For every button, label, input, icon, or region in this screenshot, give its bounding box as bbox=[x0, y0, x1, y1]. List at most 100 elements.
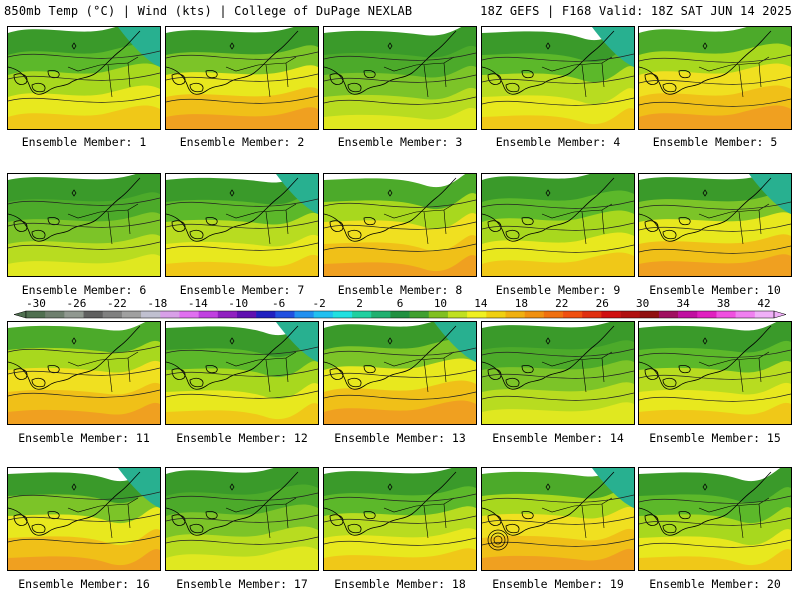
ensemble-member-label: Ensemble Member: 10 bbox=[649, 283, 781, 297]
valid-time: 18Z GEFS | F168 Valid: 18Z SAT JUN 14 20… bbox=[480, 4, 792, 18]
great-lakes bbox=[329, 511, 376, 534]
colorbar-segment bbox=[371, 311, 391, 318]
ensemble-member-label: Ensemble Member: 14 bbox=[492, 431, 624, 445]
colorbar-segment bbox=[678, 311, 698, 318]
colorbar-segment bbox=[658, 311, 679, 318]
isotherm-contour bbox=[639, 223, 791, 232]
station-diamond-icon bbox=[702, 189, 708, 197]
cool-patch bbox=[592, 27, 634, 67]
temperature-band bbox=[324, 107, 476, 129]
coastline bbox=[8, 325, 141, 390]
cool-patch bbox=[592, 468, 634, 508]
ensemble-member-label: Ensemble Member: 12 bbox=[176, 431, 308, 445]
isotherm-contour bbox=[324, 515, 476, 524]
colorbar-segment bbox=[620, 311, 641, 318]
coastline bbox=[324, 30, 457, 95]
ensemble-map-panel bbox=[481, 467, 635, 571]
isotherm-contour bbox=[482, 200, 634, 209]
temperature-map bbox=[166, 27, 318, 129]
colorbar-segment bbox=[141, 311, 161, 318]
isotherm-contour bbox=[482, 392, 634, 401]
colorbar-tick-label: 14 bbox=[474, 297, 488, 310]
ensemble-map-panel bbox=[481, 321, 635, 425]
state-borders bbox=[541, 351, 613, 393]
state-borders bbox=[541, 56, 613, 98]
isotherm-contour bbox=[324, 74, 476, 83]
colorbar-outline bbox=[25, 310, 775, 319]
ensemble-member-label: Ensemble Member: 1 bbox=[21, 135, 147, 149]
state-borders bbox=[698, 351, 770, 393]
colorbar-tick-label: -30 bbox=[26, 297, 46, 310]
ensemble-map-panel bbox=[165, 467, 319, 571]
temperature-band bbox=[166, 254, 318, 276]
ensemble-member-label: Ensemble Member: 18 bbox=[334, 577, 466, 591]
station-diamond-icon bbox=[71, 483, 77, 491]
colorbar-segment bbox=[505, 311, 525, 318]
ensemble-map-panel bbox=[7, 467, 161, 571]
colorbar-segment bbox=[275, 311, 295, 318]
isotherm-contour bbox=[8, 72, 160, 81]
ensemble-map-panel bbox=[638, 26, 792, 130]
temperature-band bbox=[482, 548, 634, 570]
colorbar-segment bbox=[639, 311, 660, 318]
colorbar-tick-label: -6 bbox=[272, 297, 285, 310]
isotherm-contour bbox=[166, 95, 318, 104]
coastline bbox=[8, 30, 141, 95]
colorbar-right-arrow bbox=[773, 310, 787, 319]
colorbar-segment bbox=[26, 311, 46, 318]
ensemble-member-label: Ensemble Member: 15 bbox=[649, 431, 781, 445]
ensemble-member-label: Ensemble Member: 8 bbox=[337, 283, 463, 297]
temperature-band bbox=[166, 546, 318, 570]
isotherm-contour bbox=[8, 345, 160, 354]
station-diamond-icon bbox=[229, 337, 235, 345]
isotherm-contour bbox=[639, 201, 791, 210]
isotherm-contour bbox=[324, 537, 476, 546]
colorbar-tick-label: 34 bbox=[676, 297, 690, 310]
coastline bbox=[482, 325, 615, 390]
colorbar-segment bbox=[352, 311, 372, 318]
coastline bbox=[324, 177, 457, 242]
station-diamond-icon bbox=[229, 42, 235, 50]
temperature-band bbox=[324, 400, 476, 424]
ensemble-map-panel bbox=[165, 173, 319, 277]
ensemble-map-panel bbox=[323, 467, 477, 571]
isotherm-contour bbox=[8, 491, 160, 500]
isotherm-contour bbox=[639, 517, 791, 526]
station-diamond-icon bbox=[387, 483, 393, 491]
temperature-map bbox=[639, 27, 791, 129]
temperature-band bbox=[639, 105, 791, 129]
colorbar-segment bbox=[601, 311, 621, 318]
isotherm-contour bbox=[166, 220, 318, 229]
colorbar-tick-label: -10 bbox=[228, 297, 248, 310]
ensemble-member-label: Ensemble Member: 7 bbox=[179, 283, 305, 297]
ensemble-map-panel bbox=[481, 173, 635, 277]
colorbar-tick-label: 38 bbox=[717, 297, 730, 310]
isotherm-contour bbox=[482, 244, 634, 253]
ensemble-map-panel bbox=[7, 173, 161, 277]
ensemble-map-panel bbox=[165, 321, 319, 425]
isotherm-contour bbox=[8, 389, 160, 398]
colorbar-tick-label: -2 bbox=[312, 297, 325, 310]
ensemble-member-label: Ensemble Member: 17 bbox=[176, 577, 308, 591]
colorbar-segment bbox=[64, 311, 84, 318]
ensemble-map-panel bbox=[638, 173, 792, 277]
isotherm-contour bbox=[324, 347, 476, 356]
colorbar-tick-label: 22 bbox=[555, 297, 568, 310]
colorbar-segment bbox=[543, 311, 564, 318]
isotherm-contour bbox=[482, 53, 634, 62]
state-borders bbox=[67, 497, 139, 539]
colorbar-left-arrow bbox=[13, 310, 27, 319]
coastline bbox=[8, 471, 141, 536]
great-lakes bbox=[171, 70, 218, 93]
colorbar-segment bbox=[735, 311, 756, 318]
temperature-map bbox=[8, 322, 160, 424]
isotherm-contour bbox=[639, 54, 791, 63]
state-borders bbox=[698, 56, 770, 98]
ensemble-map-panel bbox=[7, 26, 161, 130]
isotherm-contour bbox=[166, 198, 318, 207]
temperature-band bbox=[8, 254, 160, 276]
temperature-map bbox=[482, 27, 634, 129]
isotherm-contour bbox=[8, 241, 160, 250]
isotherm-contour bbox=[8, 219, 160, 228]
isotherm-contour bbox=[482, 516, 634, 525]
